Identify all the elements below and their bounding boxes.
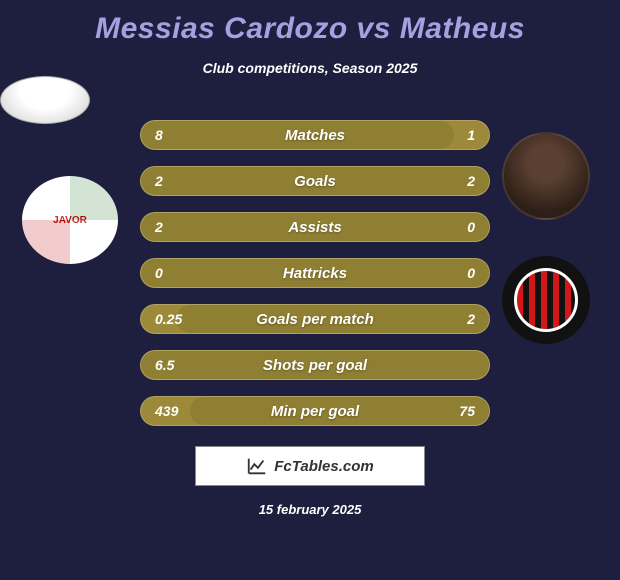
stat-right-value: 2 xyxy=(467,311,475,327)
footer-date: 15 february 2025 xyxy=(0,502,620,517)
comparison-subtitle: Club competitions, Season 2025 xyxy=(0,60,620,76)
stat-row-matches: 8 Matches 1 xyxy=(140,120,490,150)
stat-label: Hattricks xyxy=(141,265,489,282)
stat-row-assists: 2 Assists 0 xyxy=(140,212,490,242)
stat-right-value: 2 xyxy=(467,173,475,189)
fctables-link[interactable]: FcTables.com xyxy=(195,446,425,486)
comparison-title: Messias Cardozo vs Matheus xyxy=(0,0,620,46)
player-left-avatar xyxy=(0,76,90,124)
stat-label: Assists xyxy=(141,219,489,236)
stat-label: Goals per match xyxy=(141,311,489,328)
club-left-label: JAVOR xyxy=(53,215,87,226)
stat-right-value: 0 xyxy=(467,265,475,281)
fctables-label: FcTables.com xyxy=(274,458,373,475)
stat-label: Shots per goal xyxy=(141,357,489,374)
stat-right-value: 0 xyxy=(467,219,475,235)
stat-row-goals-per-match: 0.25 Goals per match 2 xyxy=(140,304,490,334)
stat-right-value: 1 xyxy=(467,127,475,143)
player-right-avatar xyxy=(502,132,590,220)
player-left-club-badge: JAVOR xyxy=(22,176,118,264)
stat-row-hattricks: 0 Hattricks 0 xyxy=(140,258,490,288)
chart-icon xyxy=(246,455,268,477)
stat-label: Matches xyxy=(141,127,489,144)
player-right-club-badge xyxy=(502,256,590,344)
stat-right-value: 75 xyxy=(459,403,475,419)
stat-row-min-per-goal: 439 Min per goal 75 xyxy=(140,396,490,426)
stats-table: 8 Matches 1 2 Goals 2 2 Assists 0 0 Hatt… xyxy=(140,120,490,442)
stat-label: Min per goal xyxy=(141,403,489,420)
stat-label: Goals xyxy=(141,173,489,190)
club-right-crest xyxy=(514,268,578,332)
stat-row-goals: 2 Goals 2 xyxy=(140,166,490,196)
stat-row-shots-per-goal: 6.5 Shots per goal xyxy=(140,350,490,380)
